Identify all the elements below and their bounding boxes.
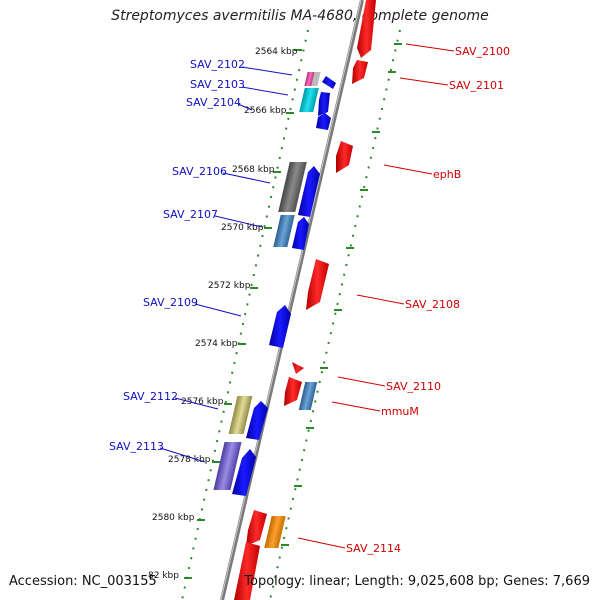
gene-sav-2106[interactable] [278, 162, 307, 212]
genome-axis-highlight [220, 0, 362, 600]
left-connectors [159, 66, 293, 463]
gene-label[interactable]: SAV_2101 [449, 79, 504, 92]
gene-sav-2112-blue[interactable] [246, 401, 268, 440]
right-gene-labels: SAV_2100 SAV_2101 ephB SAV_2108 SAV_2110… [346, 45, 510, 555]
gene-sav-2110-b[interactable] [284, 377, 302, 406]
colored-genes [213, 72, 321, 548]
gene-sav-2102-blue[interactable] [322, 76, 336, 89]
gene-sav-2104-blue[interactable] [316, 113, 331, 130]
gene-sav-2100[interactable] [357, 0, 376, 58]
gene-mmum[interactable] [298, 382, 318, 410]
right-major-ticks [281, 43, 402, 546]
right-connectors [297, 43, 455, 549]
gene-sav-2102-b[interactable] [311, 72, 321, 86]
gene-sav-2103-blue[interactable] [318, 92, 330, 116]
gene-sav-2109-blue[interactable] [269, 305, 291, 348]
gene-sav-2114-b[interactable] [234, 542, 260, 600]
gene-label[interactable]: SAV_2108 [405, 298, 460, 311]
accession-text: Accession: NC_003155 [9, 574, 157, 589]
gene-sav-2107-blue[interactable] [292, 217, 309, 250]
gene-label[interactable]: SAV_2104 [186, 96, 241, 109]
gene-sav-2112[interactable] [228, 396, 253, 434]
kbp-label: 2578 kbp [168, 455, 211, 465]
gene-sav-2102[interactable] [304, 72, 315, 86]
kbp-label: 2574 kbp [195, 339, 238, 349]
genome-axis [220, 0, 364, 600]
kbp-label: 2572 kbp [208, 281, 251, 291]
forward-strand-genes [234, 0, 376, 600]
kbp-label: 2576 kbp [181, 397, 224, 407]
gene-label[interactable]: mmuM [381, 405, 419, 418]
gene-label[interactable]: SAV_2103 [190, 78, 245, 91]
genome-title: Streptomyces avermitilis MA-4680, comple… [111, 8, 489, 24]
gene-orange-sav-2114[interactable] [264, 516, 286, 548]
gene-sav-2113-blue[interactable] [232, 449, 256, 496]
gene-label[interactable]: SAV_2113 [109, 440, 164, 453]
kbp-label: 82 kbp [148, 571, 179, 581]
gene-label[interactable]: SAV_2109 [143, 296, 198, 309]
kbp-label: 2564 kbp [255, 47, 298, 57]
gene-label[interactable]: SAV_2110 [386, 380, 441, 393]
gene-label[interactable]: SAV_2106 [172, 165, 227, 178]
gene-sav-2106-blue[interactable] [298, 166, 320, 217]
gene-label[interactable]: SAV_2107 [163, 208, 218, 221]
reverse-strand-genes [232, 76, 336, 496]
gene-label[interactable]: SAV_2114 [346, 542, 401, 555]
gene-sav-2108[interactable] [306, 259, 329, 310]
kbp-label: 2568 kbp [232, 165, 275, 175]
gene-label[interactable]: SAV_2112 [123, 390, 178, 403]
gene-label[interactable]: SAV_2102 [190, 58, 245, 71]
gene-sav-2113[interactable] [213, 442, 242, 490]
kbp-label: 2566 kbp [244, 106, 287, 116]
gene-label[interactable]: ephB [433, 168, 461, 181]
kbp-label: 2570 kbp [221, 223, 264, 233]
gene-sav-2101[interactable] [352, 60, 368, 84]
kbp-label: 2580 kbp [152, 513, 195, 523]
gene-label[interactable]: SAV_2100 [455, 45, 510, 58]
gene-sav-2110[interactable] [292, 362, 304, 374]
kbp-labels: 2564 kbp 2566 kbp 2568 kbp 2570 kbp 2572… [148, 47, 298, 581]
left-gene-labels: SAV_2102 SAV_2103 SAV_2104 SAV_2106 SAV_… [109, 58, 245, 453]
gene-sav-2107[interactable] [273, 215, 295, 247]
genome-summary-text: Topology: linear; Length: 9,025,608 bp; … [244, 574, 590, 589]
gene-sav-2114[interactable] [246, 510, 267, 546]
gene-sav-2103[interactable] [299, 88, 319, 112]
left-tick-guide [181, 29, 309, 600]
gene-ephb[interactable] [336, 141, 353, 173]
left-major-ticks [184, 49, 302, 579]
